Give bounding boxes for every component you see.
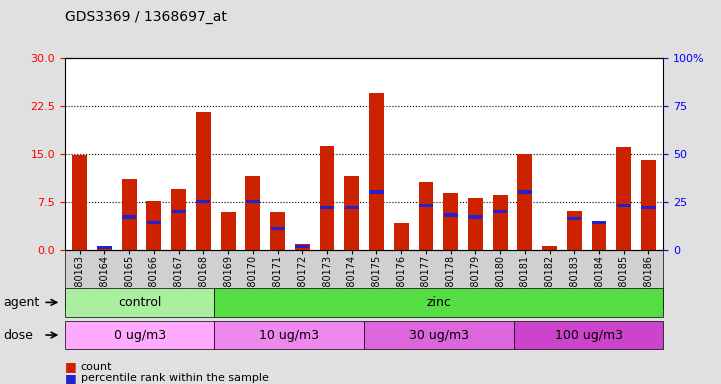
Text: zinc: zinc <box>426 296 451 309</box>
Bar <box>616 147 631 250</box>
Bar <box>369 190 384 194</box>
Bar <box>518 190 532 194</box>
Text: 100 ug/m3: 100 ug/m3 <box>554 329 622 341</box>
Bar <box>345 206 359 209</box>
Bar <box>196 200 211 203</box>
Text: dose: dose <box>4 329 33 341</box>
Bar <box>270 227 285 230</box>
Bar <box>592 221 606 224</box>
Bar <box>122 179 136 250</box>
Text: control: control <box>118 296 162 309</box>
Bar <box>542 247 557 250</box>
Bar <box>295 245 309 248</box>
Bar <box>319 146 335 250</box>
Bar <box>245 176 260 250</box>
Bar <box>146 201 162 250</box>
Bar <box>172 210 186 213</box>
Bar <box>221 212 236 250</box>
Text: GDS3369 / 1368697_at: GDS3369 / 1368697_at <box>65 10 227 23</box>
Bar <box>468 199 483 250</box>
Bar <box>97 247 112 250</box>
Bar <box>492 195 508 250</box>
Bar <box>369 93 384 250</box>
Bar <box>295 244 310 250</box>
Bar <box>147 221 161 224</box>
Bar <box>97 246 112 249</box>
Text: percentile rank within the sample: percentile rank within the sample <box>81 373 269 383</box>
Bar <box>493 210 507 213</box>
Bar <box>567 211 582 250</box>
Bar <box>443 193 458 250</box>
Text: agent: agent <box>4 296 40 309</box>
Bar <box>196 112 211 250</box>
Bar <box>320 206 334 209</box>
Text: 10 ug/m3: 10 ug/m3 <box>260 329 319 341</box>
Text: 30 ug/m3: 30 ug/m3 <box>409 329 469 341</box>
Bar <box>567 217 581 220</box>
Bar <box>345 176 359 250</box>
Bar <box>592 221 606 250</box>
Bar <box>270 212 285 250</box>
Bar <box>443 214 458 217</box>
Bar <box>616 204 631 207</box>
Text: count: count <box>81 362 112 372</box>
Bar <box>642 206 655 209</box>
Bar <box>246 200 260 203</box>
Bar <box>419 204 433 207</box>
Bar <box>122 215 136 218</box>
Bar <box>469 215 482 218</box>
Text: ■: ■ <box>65 372 76 384</box>
Text: 0 ug/m3: 0 ug/m3 <box>114 329 166 341</box>
Bar <box>518 154 532 250</box>
Bar <box>171 189 186 250</box>
Bar <box>72 155 87 250</box>
Bar <box>418 182 433 250</box>
Bar <box>394 223 409 250</box>
Bar <box>641 160 656 250</box>
Text: ■: ■ <box>65 360 76 373</box>
